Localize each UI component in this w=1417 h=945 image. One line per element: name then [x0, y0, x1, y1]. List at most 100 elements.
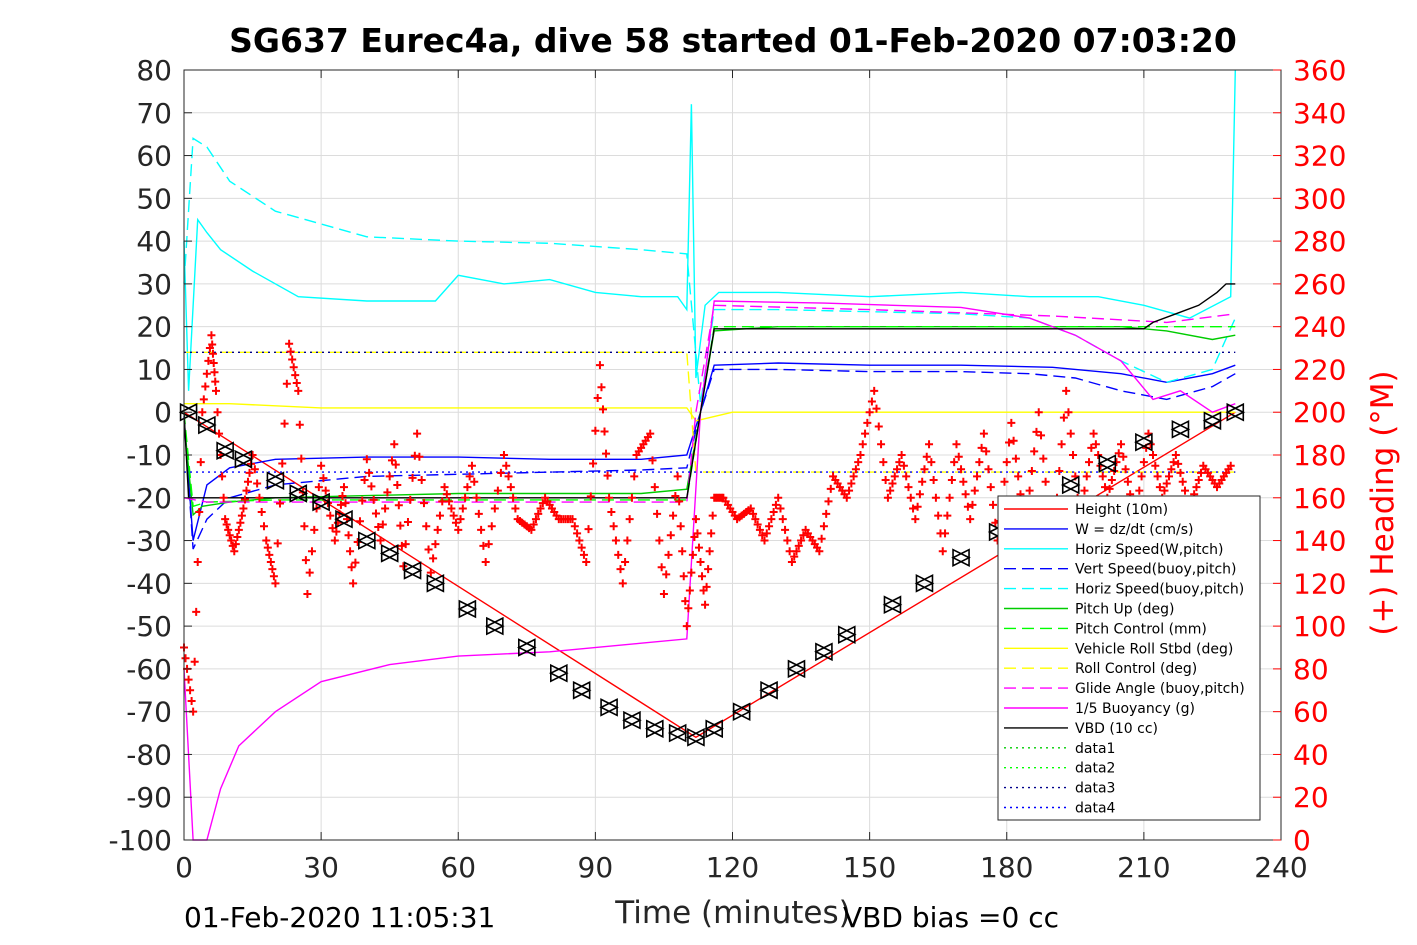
- heading-point: [225, 531, 234, 540]
- legend: Height (10m) W = dz/dt (cm/s) Horiz Speed(…: [997, 495, 1261, 821]
- legend-label: Vehicle Roll Stbd (deg): [1075, 641, 1233, 657]
- heading-point: [341, 499, 350, 508]
- heading-point: [582, 557, 591, 566]
- heading-point: [751, 515, 760, 524]
- heading-point: [474, 509, 483, 518]
- heading-point: [966, 515, 975, 524]
- heading-point: [234, 525, 243, 534]
- heading-point: [1000, 477, 1009, 486]
- heading-point: [410, 451, 419, 460]
- heading-point: [1085, 458, 1094, 467]
- heading-point: [417, 475, 426, 484]
- heading-point: [265, 550, 274, 559]
- heading-point: [314, 483, 323, 492]
- heading-point: [778, 515, 787, 524]
- y2-tick-label: 340: [1293, 97, 1346, 130]
- y2-tick-label: 120: [1293, 567, 1346, 600]
- heading-point: [989, 500, 998, 509]
- heading-point: [938, 547, 947, 556]
- heading-point: [487, 522, 496, 531]
- x-tick-label: 150: [843, 851, 896, 884]
- legend-label: Height (10m): [1075, 502, 1168, 518]
- heading-point: [383, 488, 392, 497]
- legend-label: Pitch Control (mm): [1075, 621, 1207, 637]
- heading-point: [943, 511, 952, 520]
- heading-point: [393, 480, 402, 489]
- heading-point: [659, 590, 668, 599]
- heading-point: [262, 536, 271, 545]
- x-tick-label: 240: [1254, 851, 1307, 884]
- heading-point: [883, 493, 892, 502]
- heading-point: [758, 531, 767, 540]
- heading-point: [240, 495, 249, 504]
- heading-point: [465, 472, 474, 481]
- heading-point: [509, 493, 518, 502]
- heading-point: [646, 429, 655, 438]
- heading-point: [685, 586, 694, 595]
- y2-tick-label: 60: [1293, 696, 1329, 729]
- heading-point: [817, 534, 826, 543]
- y2-tick-label: 320: [1293, 140, 1346, 173]
- heading-point: [1121, 465, 1130, 474]
- heading-point: [291, 371, 300, 380]
- heading-point: [925, 440, 934, 449]
- heading-point: [339, 483, 348, 492]
- heading-point: [707, 529, 716, 538]
- y-tick-label: 80: [136, 54, 172, 87]
- depth-marker: [622, 710, 641, 730]
- heading-point: [688, 550, 697, 559]
- legend-label: data2: [1075, 761, 1115, 777]
- heading-point: [387, 456, 396, 465]
- heading-point: [979, 429, 988, 438]
- heading-point: [268, 565, 277, 574]
- x-tick-label: 90: [578, 851, 614, 884]
- heading-point: [895, 458, 904, 467]
- heading-point: [954, 452, 963, 461]
- heading-point: [888, 479, 897, 488]
- heading-point: [755, 525, 764, 534]
- depth-marker: [178, 402, 198, 422]
- heading-point: [321, 486, 330, 495]
- y-tick-label: 10: [136, 353, 172, 386]
- heading-point: [349, 579, 358, 588]
- heading-point: [648, 456, 657, 465]
- heading-point: [289, 363, 298, 372]
- heading-point: [1039, 454, 1048, 463]
- heading-point: [698, 572, 707, 581]
- depth-marker: [334, 509, 353, 529]
- heading-point: [746, 504, 755, 513]
- x-tick-label: 0: [175, 851, 193, 884]
- heading-point: [531, 515, 540, 524]
- heading-point: [538, 499, 547, 508]
- heading-point: [598, 405, 607, 414]
- heading-point: [867, 397, 876, 406]
- y-tick-label: 20: [136, 311, 172, 344]
- heading-point: [504, 472, 513, 481]
- heading-point: [233, 532, 242, 541]
- heading-point: [1007, 418, 1016, 427]
- heading-point: [355, 517, 364, 526]
- heading-point: [269, 572, 278, 581]
- heading-point: [702, 582, 711, 591]
- heading-point: [186, 686, 195, 695]
- heading-point: [950, 458, 959, 467]
- x-tick-label: 60: [440, 851, 476, 884]
- heading-point: [1178, 477, 1187, 486]
- y-tick-labels: 80 70 60 50 40 30 20 10 0 -10 -20 -30 -40 -50 -60 -70 -8…: [108, 54, 172, 857]
- y2-tick-label: 200: [1293, 396, 1346, 429]
- heading-point: [479, 541, 488, 550]
- heading-point: [367, 482, 376, 491]
- heading-point: [787, 557, 796, 566]
- heading-point: [929, 475, 938, 484]
- heading-point: [286, 347, 295, 356]
- heading-point: [657, 563, 666, 572]
- heading-point: [202, 369, 211, 378]
- heading-point: [609, 522, 618, 531]
- heading-point: [358, 496, 367, 505]
- y-tick-label: -50: [126, 610, 172, 643]
- legend-label: Pitch Up (deg): [1075, 602, 1174, 618]
- y-tick-label: -20: [126, 482, 172, 515]
- heading-point: [941, 529, 950, 538]
- heading-point: [201, 382, 210, 391]
- heading-point: [374, 523, 383, 532]
